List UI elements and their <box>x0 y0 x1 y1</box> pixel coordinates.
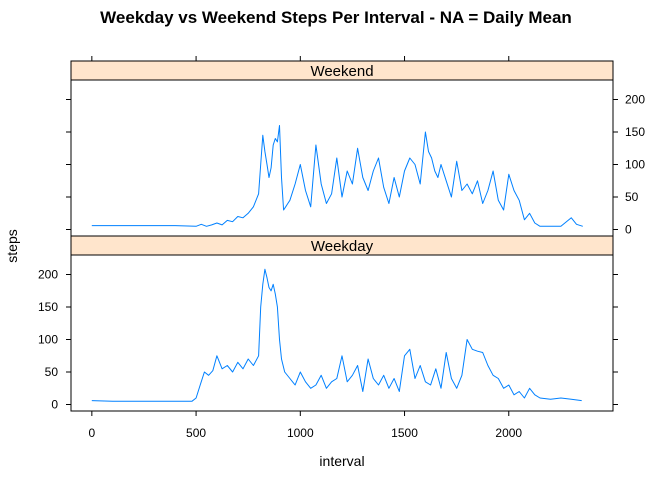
y-tick-label-right: 150 <box>625 125 645 139</box>
y-tick-label-right: 100 <box>625 158 645 172</box>
panel-weekend: Weekend <box>70 60 614 237</box>
y-tick-label-left: 150 <box>38 300 58 314</box>
y-tick-label-left: 100 <box>38 333 58 347</box>
x-tick-label: 1500 <box>391 426 418 440</box>
x-tick-label: 0 <box>89 426 96 440</box>
y-axis-title: steps <box>4 229 20 262</box>
x-tick-label: 500 <box>186 426 206 440</box>
line-weekend <box>91 125 583 227</box>
x-tick-label: 2000 <box>495 426 522 440</box>
y-tick-label-right: 50 <box>625 190 639 204</box>
series-weekend <box>91 125 583 227</box>
y-tick-label-right: 0 <box>625 223 632 237</box>
y-tick-label-left: 50 <box>45 365 59 379</box>
x-tick-label: 1000 <box>287 426 314 440</box>
x-axis-title: interval <box>319 453 364 469</box>
y-tick-label-right: 200 <box>625 93 645 107</box>
chart-title: Weekday vs Weekend Steps Per Interval - … <box>100 8 572 27</box>
y-tick-label-left: 0 <box>51 398 58 412</box>
series-weekday <box>91 268 582 402</box>
strip-label-weekday: Weekday <box>311 238 374 255</box>
panel-frame-weekend <box>70 79 614 237</box>
strip-label-weekend: Weekend <box>310 63 373 80</box>
y-tick-label-left: 200 <box>38 268 58 282</box>
line-weekday <box>91 268 582 402</box>
panel-weekday: Weekday <box>70 235 614 412</box>
panel-frame-weekday <box>70 254 614 412</box>
